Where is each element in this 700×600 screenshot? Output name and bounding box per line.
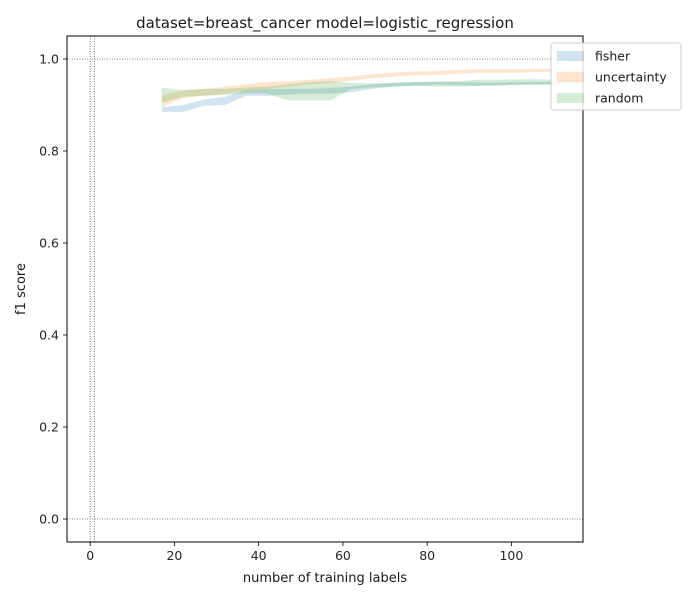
y-axis: 0.0 0.2 0.4 0.6 0.8 1.0 [39, 52, 67, 527]
legend-label-fisher: fisher [595, 49, 631, 64]
legend: fisher uncertainty random [550, 42, 682, 111]
legend-swatch-random [557, 93, 584, 103]
y-axis-label: f1 score [14, 263, 29, 315]
legend-swatch-fisher [557, 51, 584, 61]
y-tick-label: 1.0 [39, 52, 59, 67]
y-tick-label: 0.8 [39, 144, 59, 159]
series-band-uncertainty [161, 68, 583, 108]
reference-lines [67, 36, 583, 542]
series-bands [161, 68, 583, 112]
legend-label-uncertainty: uncertainty [595, 70, 667, 85]
plot-frame [66, 35, 584, 543]
chart-title: dataset=breast_cancer model=logistic_reg… [136, 14, 514, 33]
y-tick-label: 0.2 [39, 420, 59, 435]
legend-swatch-uncertainty [557, 72, 584, 82]
y-tick-label: 0.6 [39, 236, 59, 251]
y-tick-label: 0.0 [39, 512, 59, 527]
x-axis-label: number of training labels [243, 571, 407, 586]
series-band-fisher [161, 81, 583, 112]
x-tick-label: 0 [86, 548, 94, 563]
series-band-random [161, 79, 583, 103]
y-tick-label: 0.4 [39, 328, 59, 343]
x-tick-label: 40 [251, 548, 267, 563]
x-tick-label: 80 [419, 548, 435, 563]
x-tick-label: 60 [335, 548, 351, 563]
x-axis: 0 20 40 60 80 100 [86, 542, 523, 563]
legend-box [550, 42, 682, 111]
x-tick-label: 20 [166, 548, 182, 563]
x-tick-label: 100 [499, 548, 523, 563]
legend-label-random: random [595, 91, 643, 106]
